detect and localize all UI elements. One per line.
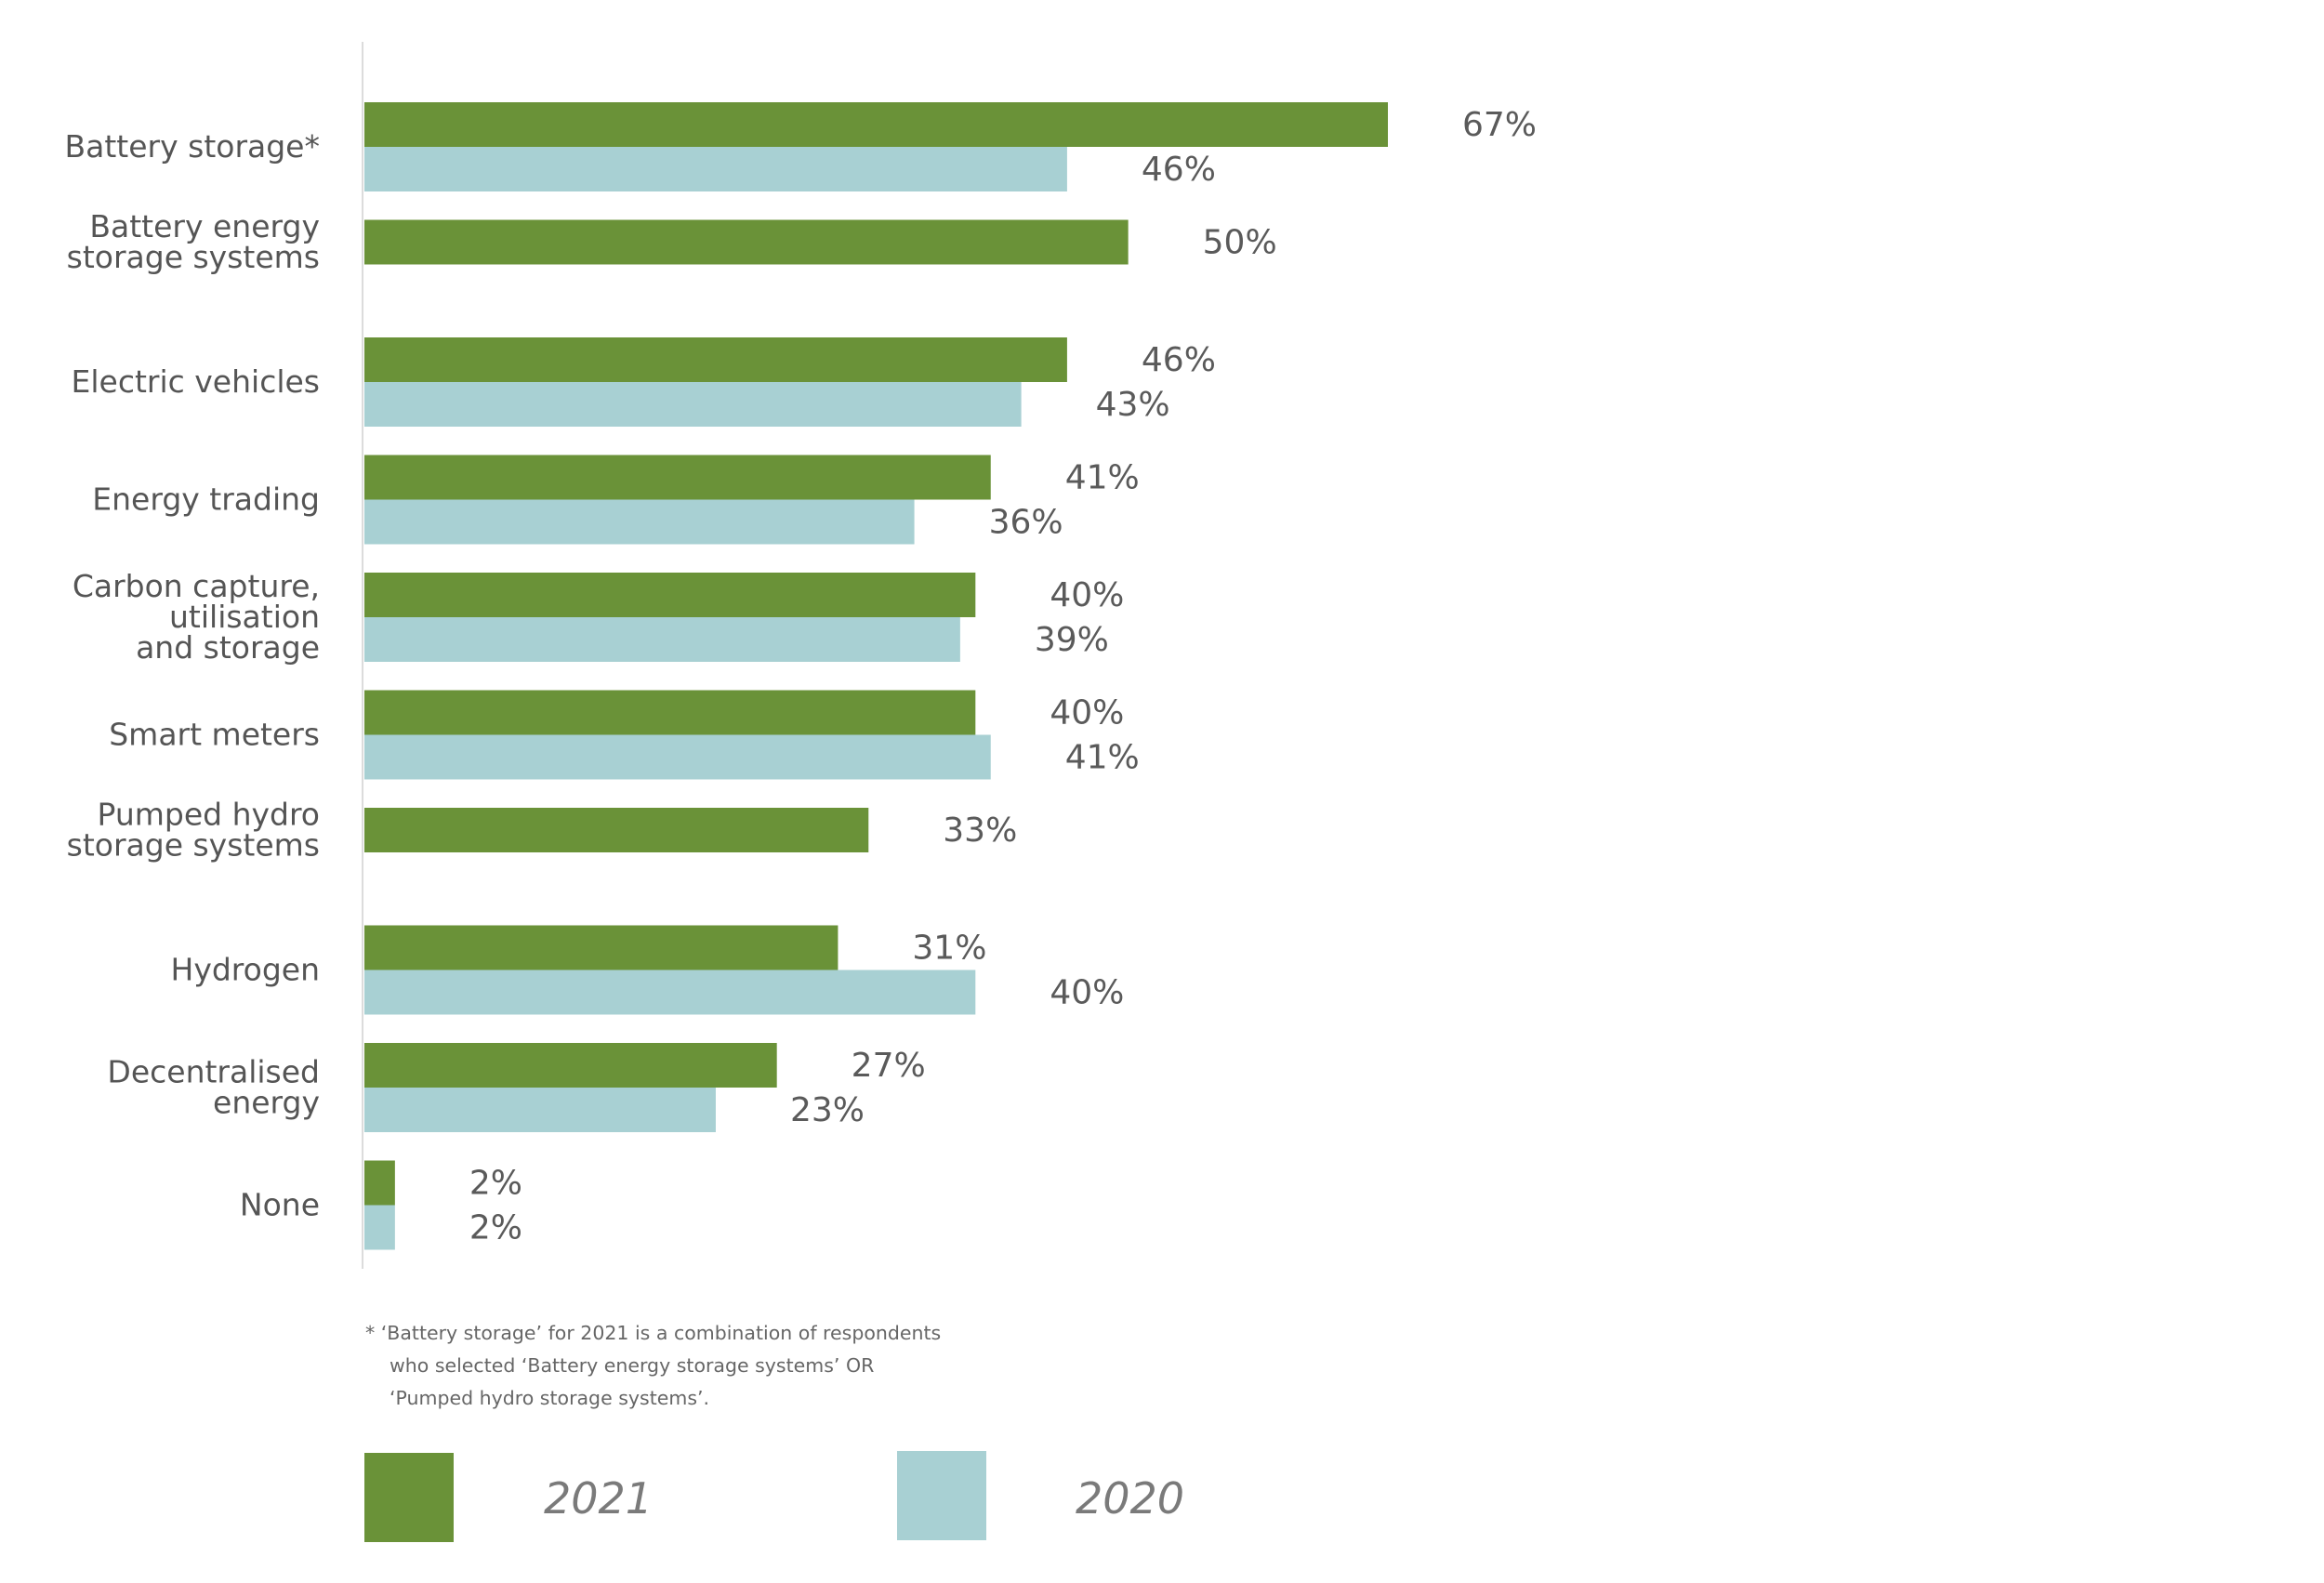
value-label-2020-smart-meters: 41% <box>1065 739 1140 777</box>
bar-2021-electric-vehicles <box>364 337 1067 382</box>
bar-2021-none <box>364 1160 395 1206</box>
value-label-2021-carbon-capture-utilisation-and-storage: 40% <box>1050 576 1124 614</box>
value-label-2020-decentralised-energy: 23% <box>790 1091 865 1129</box>
footnote: * ‘Battery storage’ for 2021 is a combin… <box>365 1322 941 1409</box>
bar-2021-hydrogen <box>364 925 838 970</box>
bar-2020-smart-meters <box>364 734 991 780</box>
bar-2021-energy-trading <box>364 455 991 500</box>
category-label-energy-trading: Energy trading <box>92 481 320 518</box>
bars-group <box>364 102 1388 1250</box>
value-label-2020-energy-trading: 36% <box>989 504 1063 542</box>
bar-2021-pumped-hydro-storage-systems <box>364 808 869 852</box>
value-label-2021-electric-vehicles: 46% <box>1142 341 1216 379</box>
category-label-battery-energy-storage-systems: Battery energy storage systems <box>67 208 320 275</box>
value-label-2020-battery-storage: 46% <box>1142 151 1216 189</box>
value-label-2021-hydrogen: 31% <box>912 930 986 968</box>
category-label-smart-meters: Smart meters <box>109 717 320 753</box>
bar-2020-energy-trading <box>364 499 915 545</box>
category-labels: Battery storage* Battery energy storage sy… <box>65 128 321 1223</box>
value-label-2021-none: 2% <box>469 1165 522 1203</box>
value-label-2021-smart-meters: 40% <box>1050 694 1124 732</box>
legend-swatch-2020 <box>897 1451 986 1540</box>
value-label-2021-battery-energy-storage-systems: 50% <box>1203 224 1277 262</box>
bar-2020-decentralised-energy <box>364 1088 716 1132</box>
bar-2021-carbon-capture-utilisation-and-storage <box>364 573 976 617</box>
value-labels: 67%46%50%46%43%41%36%40%39%40%41%33%31%4… <box>469 106 1537 1247</box>
category-label-none: None <box>240 1187 320 1223</box>
legend-label-2021: 2021 <box>544 1473 653 1524</box>
legend-swatch-2021 <box>364 1453 454 1542</box>
legend: 2021 2020 <box>364 1451 1184 1542</box>
value-label-2020-carbon-capture-utilisation-and-storage: 39% <box>1035 621 1109 659</box>
value-label-2020-electric-vehicles: 43% <box>1096 386 1170 424</box>
value-label-2021-energy-trading: 41% <box>1065 459 1140 497</box>
category-label-carbon-capture-utilisation-and-storage: Carbon capture, utilisation and storage <box>73 568 320 666</box>
bar-2020-carbon-capture-utilisation-and-storage <box>364 617 960 662</box>
bar-2020-none <box>364 1205 395 1250</box>
category-label-electric-vehicles: Electric vehicles <box>72 363 321 400</box>
footnote-line-1: * ‘Battery storage’ for 2021 is a combin… <box>365 1322 941 1344</box>
bar-2021-battery-storage <box>364 102 1388 147</box>
bar-2021-decentralised-energy <box>364 1043 777 1088</box>
bar-2021-battery-energy-storage-systems <box>364 219 1129 265</box>
bar-2020-battery-storage <box>364 147 1067 191</box>
category-label-battery-storage: Battery storage* <box>65 128 321 165</box>
footnote-line-3: ‘Pumped hydro storage systems’. <box>390 1387 709 1409</box>
value-label-2021-pumped-hydro-storage-systems: 33% <box>943 811 1017 850</box>
category-label-pumped-hydro-storage-systems: Pumped hydro storage systems <box>67 797 320 864</box>
bar-2020-hydrogen <box>364 970 976 1015</box>
bar-2021-smart-meters <box>364 690 976 735</box>
value-label-2021-decentralised-energy: 27% <box>852 1047 926 1085</box>
value-label-2020-none: 2% <box>469 1209 522 1247</box>
footnote-line-2: who selected ‘Battery energy storage sys… <box>390 1354 874 1377</box>
category-label-hydrogen: Hydrogen <box>171 952 321 988</box>
legend-label-2020: 2020 <box>1076 1473 1184 1524</box>
category-label-decentralised-energy: Decentralised energy <box>107 1054 320 1121</box>
bar-2020-electric-vehicles <box>364 382 1022 427</box>
value-label-2021-battery-storage: 67% <box>1462 106 1537 144</box>
value-label-2020-hydrogen: 40% <box>1050 974 1124 1012</box>
